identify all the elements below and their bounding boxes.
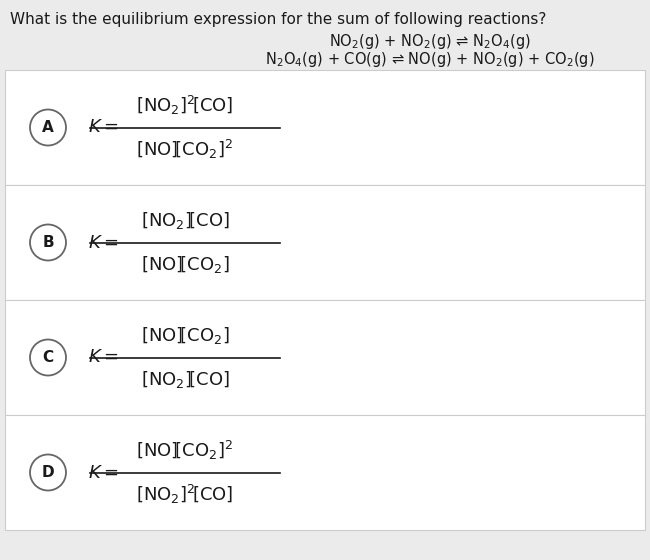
Text: $\left[\mathrm{NO_2}\right]^2\!\left[\mathrm{CO}\right]$: $\left[\mathrm{NO_2}\right]^2\!\left[\ma… <box>136 483 234 506</box>
Text: $\left[\mathrm{NO}\right]\!\left[\mathrm{CO_2}\right]^2$: $\left[\mathrm{NO}\right]\!\left[\mathrm… <box>136 439 233 462</box>
Text: $\mathit{K}=$: $\mathit{K}=$ <box>88 464 118 482</box>
Text: C: C <box>42 350 53 365</box>
Circle shape <box>30 339 66 376</box>
Text: A: A <box>42 120 54 135</box>
Circle shape <box>30 455 66 491</box>
FancyBboxPatch shape <box>5 415 645 530</box>
Text: $\left[\mathrm{NO}\right]\!\left[\mathrm{CO_2}\right]^2$: $\left[\mathrm{NO}\right]\!\left[\mathrm… <box>136 138 233 161</box>
FancyBboxPatch shape <box>5 300 645 415</box>
FancyBboxPatch shape <box>5 70 645 185</box>
Text: NO$_2$(g) + NO$_2$(g) ⇌ N$_2$O$_4$(g): NO$_2$(g) + NO$_2$(g) ⇌ N$_2$O$_4$(g) <box>329 32 531 51</box>
Text: $\mathit{K}=$: $\mathit{K}=$ <box>88 348 118 366</box>
Text: N$_2$O$_4$(g) + CO(g) ⇌ NO(g) + NO$_2$(g) + CO$_2$(g): N$_2$O$_4$(g) + CO(g) ⇌ NO(g) + NO$_2$(g… <box>265 50 595 69</box>
Text: $\mathit{K}=$: $\mathit{K}=$ <box>88 234 118 251</box>
FancyBboxPatch shape <box>5 185 645 300</box>
Text: $\left[\mathrm{NO_2}\right]^2\!\left[\mathrm{CO}\right]$: $\left[\mathrm{NO_2}\right]^2\!\left[\ma… <box>136 94 234 117</box>
Text: What is the equilibrium expression for the sum of following reactions?: What is the equilibrium expression for t… <box>10 12 547 27</box>
Text: B: B <box>42 235 54 250</box>
Text: $\left[\mathrm{NO_2}\right]\!\left[\mathrm{CO}\right]$: $\left[\mathrm{NO_2}\right]\!\left[\math… <box>140 210 229 231</box>
Circle shape <box>30 110 66 146</box>
Text: $\mathit{K}=$: $\mathit{K}=$ <box>88 119 118 137</box>
Text: $\left[\mathrm{NO}\right]\!\left[\mathrm{CO_2}\right]$: $\left[\mathrm{NO}\right]\!\left[\mathrm… <box>140 325 229 346</box>
Text: $\left[\mathrm{NO}\right]\!\left[\mathrm{CO_2}\right]$: $\left[\mathrm{NO}\right]\!\left[\mathrm… <box>140 254 229 275</box>
Circle shape <box>30 225 66 260</box>
Text: D: D <box>42 465 55 480</box>
Text: $\left[\mathrm{NO_2}\right]\!\left[\mathrm{CO}\right]$: $\left[\mathrm{NO_2}\right]\!\left[\math… <box>140 369 229 390</box>
